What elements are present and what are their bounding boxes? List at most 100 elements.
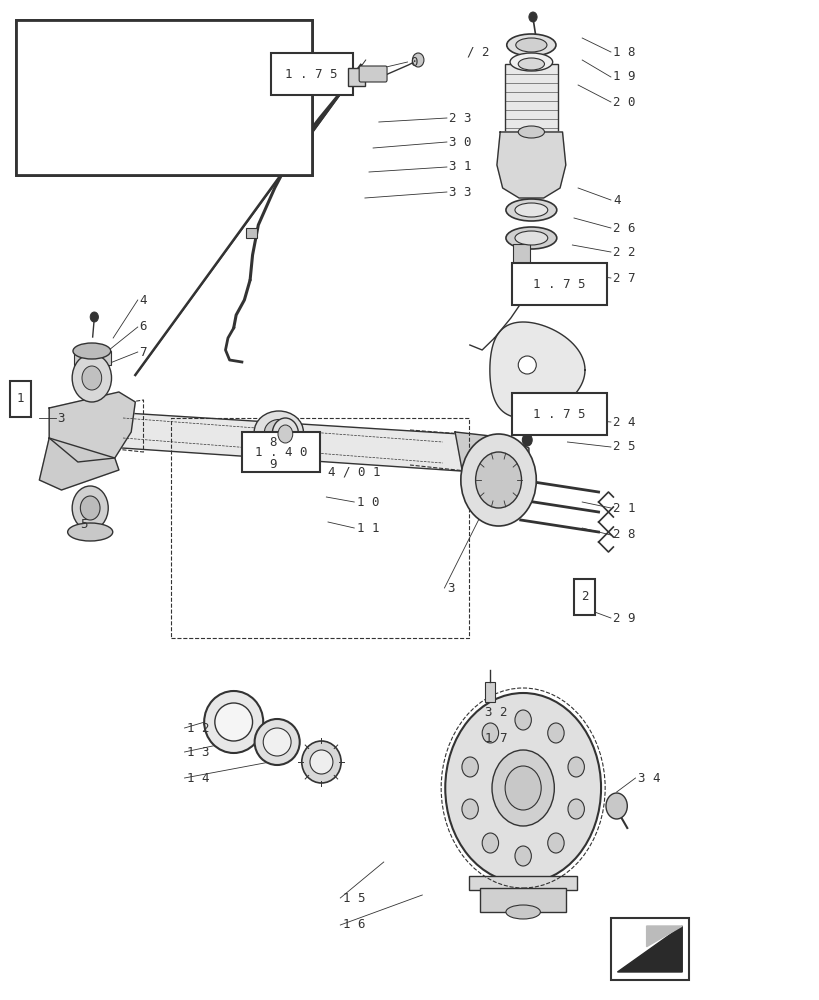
Text: 3 4: 3 4: [637, 772, 659, 784]
Ellipse shape: [204, 691, 263, 753]
Text: 3: 3: [57, 412, 65, 424]
Circle shape: [528, 12, 536, 22]
Ellipse shape: [514, 231, 547, 245]
Circle shape: [505, 766, 541, 810]
Bar: [348, 68, 364, 86]
Text: 2 9: 2 9: [613, 611, 635, 624]
Ellipse shape: [254, 411, 303, 453]
Text: 5: 5: [80, 518, 88, 532]
Circle shape: [126, 90, 172, 146]
Circle shape: [445, 693, 600, 883]
Bar: [242, 432, 319, 472]
Text: 1 5: 1 5: [342, 892, 364, 904]
Polygon shape: [646, 926, 681, 947]
Text: 2: 2: [580, 590, 588, 603]
Bar: [74, 351, 111, 365]
Circle shape: [547, 833, 563, 853]
Text: 1 7: 1 7: [485, 732, 507, 744]
Bar: [16, 20, 311, 175]
Text: 1 . 7 5: 1 . 7 5: [532, 408, 586, 420]
Circle shape: [90, 312, 98, 322]
Polygon shape: [496, 132, 565, 198]
Polygon shape: [489, 322, 584, 418]
Ellipse shape: [215, 703, 252, 741]
Text: 1 2: 1 2: [187, 722, 209, 734]
Polygon shape: [617, 926, 681, 972]
Circle shape: [568, 799, 584, 819]
Ellipse shape: [505, 199, 556, 221]
Circle shape: [272, 418, 298, 450]
Circle shape: [224, 96, 260, 140]
Text: 3 0: 3 0: [449, 135, 471, 148]
Bar: [512, 393, 606, 435]
Text: 2 7: 2 7: [613, 271, 635, 284]
Circle shape: [72, 354, 111, 402]
Text: 1 4: 1 4: [187, 772, 209, 784]
Ellipse shape: [518, 58, 544, 70]
Text: 3: 3: [446, 582, 454, 594]
Circle shape: [278, 425, 292, 443]
Circle shape: [41, 96, 77, 140]
Circle shape: [461, 757, 477, 777]
Bar: [513, 244, 529, 272]
Circle shape: [514, 846, 531, 866]
Ellipse shape: [139, 33, 157, 43]
Text: 1 . 4 0: 1 . 4 0: [254, 446, 307, 458]
Bar: [610, 918, 688, 980]
Ellipse shape: [301, 741, 341, 783]
Circle shape: [412, 53, 423, 67]
Text: 2 2: 2 2: [613, 245, 635, 258]
Bar: [479, 888, 565, 912]
Circle shape: [605, 793, 627, 819]
Polygon shape: [78, 410, 475, 472]
Text: 3 1: 3 1: [449, 160, 471, 174]
Ellipse shape: [505, 905, 540, 919]
Bar: [512, 263, 606, 305]
Bar: [468, 876, 577, 890]
Text: 2 5: 2 5: [613, 440, 635, 454]
Text: 1 6: 1 6: [342, 918, 364, 932]
Text: 1 0: 1 0: [356, 495, 378, 508]
Circle shape: [522, 434, 532, 446]
Text: 1: 1: [16, 392, 25, 406]
Circle shape: [568, 757, 584, 777]
Text: 6: 6: [139, 320, 147, 334]
Bar: [10, 381, 31, 417]
Ellipse shape: [254, 719, 300, 765]
Circle shape: [482, 833, 498, 853]
Bar: [16, 20, 311, 175]
Ellipse shape: [509, 53, 552, 71]
Circle shape: [491, 750, 554, 826]
Text: 1 . 7 5: 1 . 7 5: [285, 68, 337, 81]
Text: 2 3: 2 3: [449, 111, 471, 124]
Circle shape: [138, 104, 161, 132]
Bar: [485, 682, 495, 702]
Text: 4: 4: [139, 294, 147, 306]
Text: / 2: / 2: [467, 45, 489, 58]
Ellipse shape: [73, 343, 111, 359]
Text: 1 3: 1 3: [187, 746, 209, 758]
Ellipse shape: [506, 34, 555, 56]
Ellipse shape: [518, 356, 536, 374]
Bar: [37, 94, 262, 142]
Circle shape: [460, 434, 536, 526]
Circle shape: [80, 496, 100, 520]
Text: 2 4: 2 4: [613, 416, 635, 428]
Text: 4 / 0 1: 4 / 0 1: [328, 466, 380, 479]
Text: 7: 7: [139, 346, 147, 359]
Text: 1 1: 1 1: [356, 522, 378, 534]
Polygon shape: [49, 392, 135, 462]
Bar: [141, 38, 156, 93]
Text: 8: 8: [269, 436, 276, 448]
Text: 9: 9: [269, 458, 276, 472]
Bar: [573, 579, 595, 615]
Text: 2 1: 2 1: [613, 502, 635, 514]
Text: 3 2: 3 2: [485, 706, 507, 718]
Circle shape: [547, 723, 563, 743]
Ellipse shape: [518, 126, 544, 138]
Circle shape: [475, 452, 521, 508]
Text: 1 9: 1 9: [613, 70, 635, 84]
Bar: [505, 64, 557, 132]
Text: 2 6: 2 6: [613, 222, 635, 234]
Text: 2 8: 2 8: [613, 528, 635, 542]
